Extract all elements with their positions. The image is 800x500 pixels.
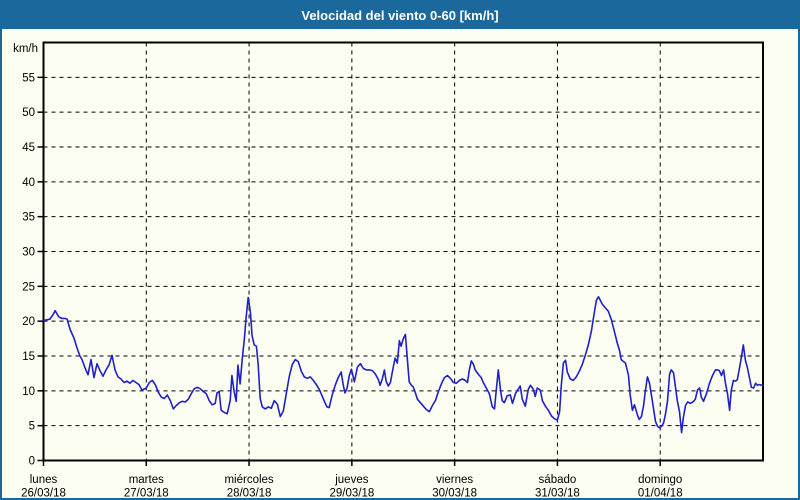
x-date-label-martes: 27/03/18	[124, 488, 169, 500]
x-date-label-sábado: 31/03/18	[535, 488, 580, 500]
y-tick-label-5: 5	[29, 421, 35, 433]
y-tick-label-20: 20	[22, 316, 35, 328]
x-day-label-lunes: lunes	[30, 474, 58, 486]
x-day-label-miércoles: miércoles	[224, 474, 273, 486]
y-tick-label-15: 15	[22, 351, 35, 363]
y-tick-label-35: 35	[22, 212, 35, 224]
y-tick-label-30: 30	[22, 247, 35, 259]
y-tick-label-45: 45	[22, 142, 35, 154]
wind-speed-line	[43, 295, 764, 434]
y-tick-label-55: 55	[22, 72, 35, 84]
chart-title: Velocidad del viento 0-60 [km/h]	[301, 8, 499, 23]
x-day-label-sábado: sábado	[539, 474, 577, 486]
x-date-label-lunes: 26/03/18	[21, 488, 66, 500]
chart-title-bar: Velocidad del viento 0-60 [km/h]	[2, 2, 798, 29]
x-date-label-miércoles: 28/03/18	[227, 488, 272, 500]
y-tick-label-25: 25	[22, 281, 35, 293]
y-tick-label-0: 0	[29, 456, 35, 468]
x-day-label-martes: martes	[129, 474, 164, 486]
x-day-label-domingo: domingo	[638, 474, 682, 486]
y-axis-unit-label: km/h	[13, 43, 38, 55]
x-date-label-domingo: 01/04/18	[638, 488, 683, 500]
x-day-label-jueves: jueves	[334, 474, 368, 486]
x-date-label-viernes: 30/03/18	[432, 488, 477, 500]
y-tick-label-40: 40	[22, 177, 35, 189]
y-tick-label-50: 50	[22, 107, 35, 119]
y-tick-label-10: 10	[22, 386, 35, 398]
x-day-label-viernes: viernes	[436, 474, 473, 486]
x-date-label-jueves: 29/03/18	[329, 488, 374, 500]
